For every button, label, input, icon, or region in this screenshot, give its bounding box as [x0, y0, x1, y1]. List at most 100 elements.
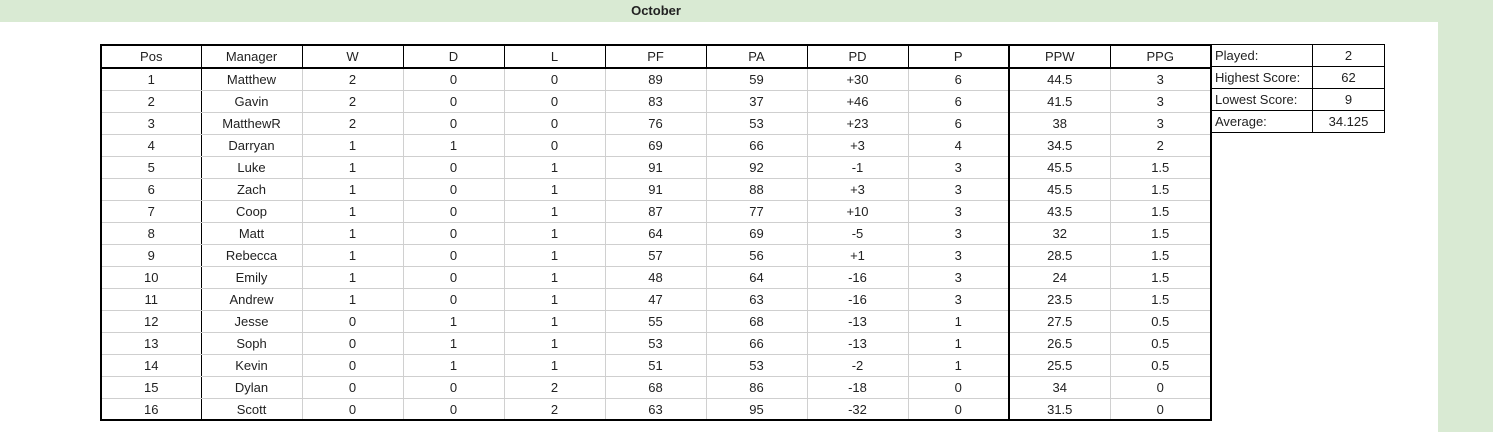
stat-label[interactable]: Highest Score: — [1211, 66, 1313, 89]
cell-ppg[interactable]: 0.5 — [1110, 310, 1212, 333]
col-header-pf[interactable]: PF — [605, 45, 707, 69]
cell-ppw[interactable]: 41.5 — [1009, 90, 1111, 113]
cell-p[interactable]: 4 — [908, 134, 1010, 157]
cell-pd[interactable]: -16 — [807, 288, 909, 311]
cell-l[interactable]: 1 — [504, 332, 606, 355]
cell-w[interactable]: 0 — [302, 332, 404, 355]
cell-w[interactable]: 0 — [302, 354, 404, 377]
cell-ppw[interactable]: 45.5 — [1009, 156, 1111, 179]
cell-manager[interactable]: Matt — [201, 222, 303, 245]
cell-pa[interactable]: 68 — [706, 310, 808, 333]
col-header-d[interactable]: D — [403, 45, 505, 69]
cell-pd[interactable]: -5 — [807, 222, 909, 245]
cell-p[interactable]: 6 — [908, 112, 1010, 135]
cell-manager[interactable]: Gavin — [201, 90, 303, 113]
cell-d[interactable]: 0 — [403, 178, 505, 201]
cell-pf[interactable]: 91 — [605, 156, 707, 179]
cell-pa[interactable]: 69 — [706, 222, 808, 245]
cell-p[interactable]: 6 — [908, 68, 1010, 91]
cell-manager[interactable]: Emily — [201, 266, 303, 289]
cell-l[interactable]: 1 — [504, 156, 606, 179]
cell-pd[interactable]: +3 — [807, 134, 909, 157]
cell-ppg[interactable]: 1.5 — [1110, 200, 1212, 223]
cell-pos[interactable]: 15 — [101, 376, 202, 399]
cell-ppg[interactable]: 2 — [1110, 134, 1212, 157]
cell-w[interactable]: 1 — [302, 134, 404, 157]
cell-d[interactable]: 1 — [403, 134, 505, 157]
cell-d[interactable]: 0 — [403, 288, 505, 311]
cell-pos[interactable]: 14 — [101, 354, 202, 377]
cell-pos[interactable]: 7 — [101, 200, 202, 223]
cell-ppw[interactable]: 24 — [1009, 266, 1111, 289]
cell-p[interactable]: 3 — [908, 178, 1010, 201]
cell-pd[interactable]: -13 — [807, 310, 909, 333]
cell-ppw[interactable]: 34.5 — [1009, 134, 1111, 157]
col-header-l[interactable]: L — [504, 45, 606, 69]
cell-pd[interactable]: -2 — [807, 354, 909, 377]
cell-pd[interactable]: -16 — [807, 266, 909, 289]
cell-p[interactable]: 3 — [908, 288, 1010, 311]
cell-d[interactable]: 0 — [403, 376, 505, 399]
cell-pd[interactable]: +23 — [807, 112, 909, 135]
cell-ppg[interactable]: 0.5 — [1110, 332, 1212, 355]
cell-pf[interactable]: 83 — [605, 90, 707, 113]
cell-l[interactable]: 1 — [504, 244, 606, 267]
cell-manager[interactable]: Coop — [201, 200, 303, 223]
cell-pd[interactable]: +3 — [807, 178, 909, 201]
stat-value[interactable]: 34.125 — [1312, 110, 1385, 133]
cell-d[interactable]: 0 — [403, 398, 505, 420]
cell-pf[interactable]: 48 — [605, 266, 707, 289]
cell-pa[interactable]: 53 — [706, 112, 808, 135]
cell-manager[interactable]: Soph — [201, 332, 303, 355]
cell-manager[interactable]: Matthew — [201, 68, 303, 91]
cell-p[interactable]: 3 — [908, 244, 1010, 267]
cell-l[interactable]: 1 — [504, 310, 606, 333]
cell-p[interactable]: 1 — [908, 332, 1010, 355]
cell-d[interactable]: 1 — [403, 310, 505, 333]
cell-ppg[interactable]: 1.5 — [1110, 222, 1212, 245]
cell-pos[interactable]: 11 — [101, 288, 202, 311]
cell-w[interactable]: 1 — [302, 288, 404, 311]
cell-l[interactable]: 1 — [504, 354, 606, 377]
cell-ppw[interactable]: 31.5 — [1009, 398, 1111, 420]
cell-manager[interactable]: Kevin — [201, 354, 303, 377]
cell-pa[interactable]: 56 — [706, 244, 808, 267]
cell-l[interactable]: 0 — [504, 112, 606, 135]
cell-pa[interactable]: 95 — [706, 398, 808, 420]
cell-w[interactable]: 1 — [302, 266, 404, 289]
cell-manager[interactable]: MatthewR — [201, 112, 303, 135]
cell-pf[interactable]: 91 — [605, 178, 707, 201]
cell-pos[interactable]: 9 — [101, 244, 202, 267]
cell-manager[interactable]: Rebecca — [201, 244, 303, 267]
cell-w[interactable]: 2 — [302, 68, 404, 91]
cell-w[interactable]: 2 — [302, 112, 404, 135]
cell-l[interactable]: 1 — [504, 222, 606, 245]
cell-manager[interactable]: Dylan — [201, 376, 303, 399]
cell-pf[interactable]: 87 — [605, 200, 707, 223]
cell-ppg[interactable]: 1.5 — [1110, 178, 1212, 201]
cell-p[interactable]: 3 — [908, 266, 1010, 289]
cell-pf[interactable]: 89 — [605, 68, 707, 91]
cell-pa[interactable]: 88 — [706, 178, 808, 201]
cell-pos[interactable]: 13 — [101, 332, 202, 355]
cell-pd[interactable]: -13 — [807, 332, 909, 355]
cell-pos[interactable]: 5 — [101, 156, 202, 179]
cell-ppw[interactable]: 43.5 — [1009, 200, 1111, 223]
cell-pf[interactable]: 53 — [605, 332, 707, 355]
cell-ppg[interactable]: 3 — [1110, 90, 1212, 113]
cell-manager[interactable]: Darryan — [201, 134, 303, 157]
cell-pf[interactable]: 64 — [605, 222, 707, 245]
cell-d[interactable]: 1 — [403, 332, 505, 355]
cell-pa[interactable]: 77 — [706, 200, 808, 223]
stat-value[interactable]: 9 — [1312, 88, 1385, 111]
cell-ppw[interactable]: 32 — [1009, 222, 1111, 245]
cell-pd[interactable]: +1 — [807, 244, 909, 267]
cell-w[interactable]: 0 — [302, 376, 404, 399]
cell-ppg[interactable]: 1.5 — [1110, 156, 1212, 179]
cell-ppw[interactable]: 27.5 — [1009, 310, 1111, 333]
cell-l[interactable]: 2 — [504, 376, 606, 399]
cell-manager[interactable]: Jesse — [201, 310, 303, 333]
cell-pa[interactable]: 64 — [706, 266, 808, 289]
cell-p[interactable]: 3 — [908, 156, 1010, 179]
col-header-ppg[interactable]: PPG — [1110, 45, 1212, 69]
